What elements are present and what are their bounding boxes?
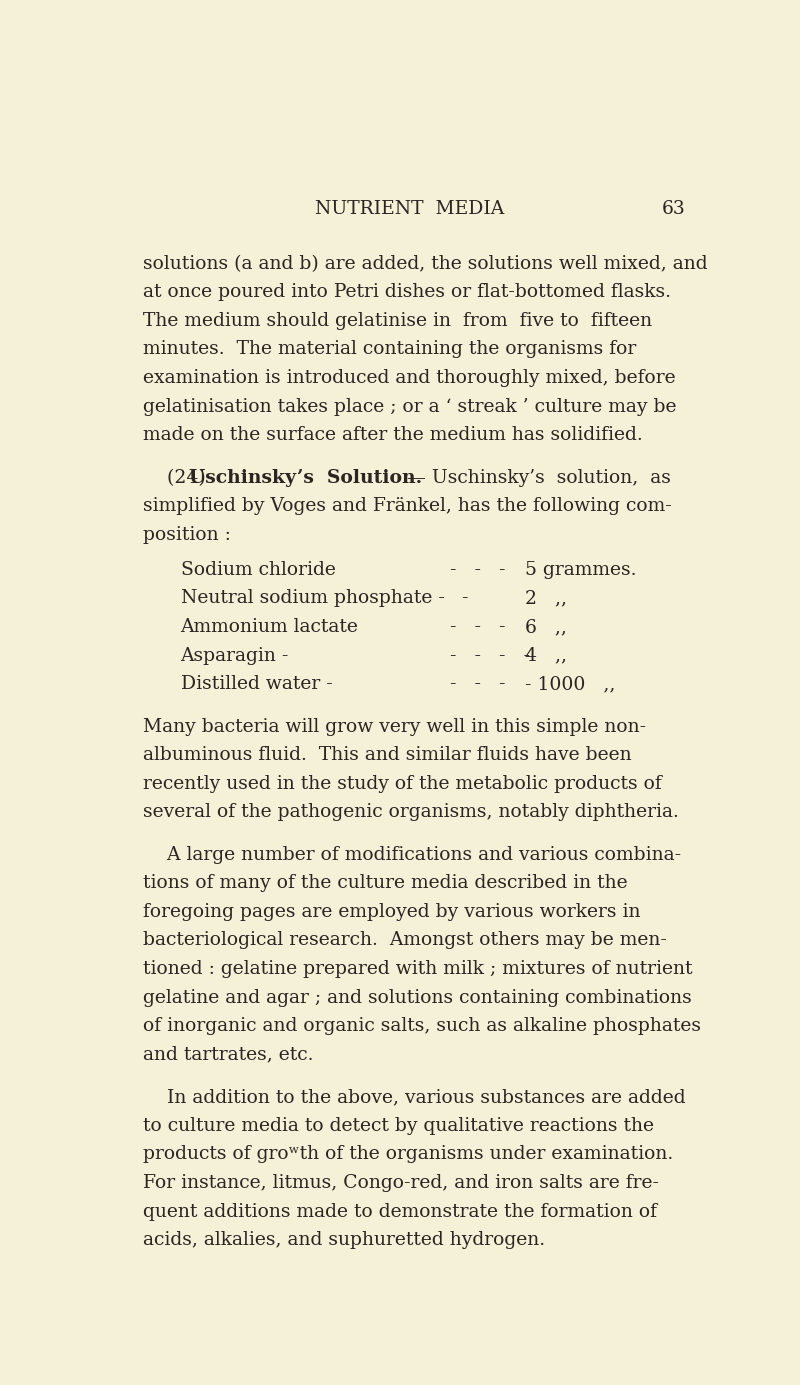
Text: at once poured into Petri dishes or flat-bottomed flasks.: at once poured into Petri dishes or flat… <box>143 284 671 302</box>
Text: solutions (a and b) are added, the solutions well mixed, and: solutions (a and b) are added, the solut… <box>143 255 708 273</box>
Text: -: - <box>450 590 469 608</box>
Text: In addition to the above, various substances are added: In addition to the above, various substa… <box>143 1089 686 1107</box>
Text: products of groʷth of the organisms under examination.: products of groʷth of the organisms unde… <box>143 1145 674 1163</box>
Text: Distilled water -: Distilled water - <box>181 674 332 692</box>
Text: For instance, litmus, Congo-red, and iron salts are fre-: For instance, litmus, Congo-red, and iro… <box>143 1174 659 1192</box>
Text: Uschinsky’s  Solution.: Uschinsky’s Solution. <box>189 468 422 486</box>
Text: bacteriological research.  Amongst others may be men-: bacteriological research. Amongst others… <box>143 932 667 950</box>
Text: The medium should gelatinise in  from  five to  fifteen: The medium should gelatinise in from fiv… <box>143 312 653 330</box>
Text: -   -   -: - - - <box>450 618 506 636</box>
Text: Neutral sodium phosphate -: Neutral sodium phosphate - <box>181 590 445 608</box>
Text: position :: position : <box>143 526 231 544</box>
Text: quent additions made to demonstrate the formation of: quent additions made to demonstrate the … <box>143 1202 658 1220</box>
Text: minutes.  The material containing the organisms for: minutes. The material containing the org… <box>143 341 637 359</box>
Text: tioned : gelatine prepared with milk ; mixtures of nutrient: tioned : gelatine prepared with milk ; m… <box>143 960 693 978</box>
Text: and tartrates, etc.: and tartrates, etc. <box>143 1046 314 1064</box>
Text: -   -   -: - - - <box>450 561 506 579</box>
Text: simplified by Voges and Fränkel, has the following com-: simplified by Voges and Fränkel, has the… <box>143 497 672 515</box>
Text: gelatinisation takes place ; or a ‘ streak ’ culture may be: gelatinisation takes place ; or a ‘ stre… <box>143 397 677 415</box>
Text: NUTRIENT  MEDIA: NUTRIENT MEDIA <box>315 201 505 219</box>
Text: Many bacteria will grow very well in this simple non-: Many bacteria will grow very well in thi… <box>143 717 646 735</box>
Text: gelatine and agar ; and solutions containing combinations: gelatine and agar ; and solutions contai… <box>143 989 692 1007</box>
Text: acids, alkalies, and suphuretted hydrogen.: acids, alkalies, and suphuretted hydroge… <box>143 1231 546 1249</box>
Text: made on the surface after the medium has solidified.: made on the surface after the medium has… <box>143 427 643 445</box>
Text: Sodium chloride: Sodium chloride <box>181 561 335 579</box>
Text: -   -   -: - - - <box>450 674 506 692</box>
Text: A large number of modifications and various combina-: A large number of modifications and vari… <box>143 846 682 864</box>
Text: — Uschinsky’s  solution,  as: — Uschinsky’s solution, as <box>401 468 670 486</box>
Text: (24): (24) <box>143 468 212 486</box>
Text: foregoing pages are employed by various workers in: foregoing pages are employed by various … <box>143 903 641 921</box>
Text: of inorganic and organic salts, such as alkaline phosphates: of inorganic and organic salts, such as … <box>143 1017 702 1035</box>
Text: 4   ,,: 4 ,, <box>525 647 566 665</box>
Text: to culture media to detect by qualitative reactions the: to culture media to detect by qualitativ… <box>143 1116 654 1134</box>
Text: -   -   -   -: - - - - <box>450 647 530 665</box>
Text: 6   ,,: 6 ,, <box>525 618 566 636</box>
Text: 5 grammes.: 5 grammes. <box>525 561 636 579</box>
Text: 2   ,,: 2 ,, <box>525 590 566 608</box>
Text: 63: 63 <box>662 201 686 219</box>
Text: - 1000   ,,: - 1000 ,, <box>525 674 615 692</box>
Text: Asparagin -: Asparagin - <box>181 647 289 665</box>
Text: tions of many of the culture media described in the: tions of many of the culture media descr… <box>143 874 628 892</box>
Text: Ammonium lactate: Ammonium lactate <box>181 618 358 636</box>
Text: recently used in the study of the metabolic products of: recently used in the study of the metabo… <box>143 774 662 792</box>
Text: several of the pathogenic organisms, notably diphtheria.: several of the pathogenic organisms, not… <box>143 803 679 821</box>
Text: albuminous fluid.  This and similar fluids have been: albuminous fluid. This and similar fluid… <box>143 747 632 765</box>
Text: examination is introduced and thoroughly mixed, before: examination is introduced and thoroughly… <box>143 368 676 386</box>
